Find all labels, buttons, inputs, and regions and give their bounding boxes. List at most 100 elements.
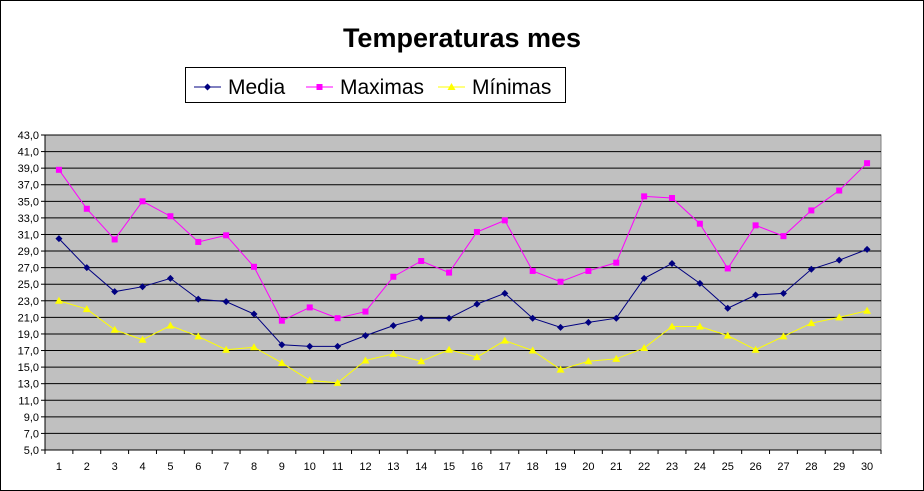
x-tick-label: 29 bbox=[833, 461, 845, 473]
data-point bbox=[529, 267, 536, 274]
data-point bbox=[751, 345, 760, 353]
data-point bbox=[835, 313, 844, 321]
data-point bbox=[835, 256, 843, 264]
data-point bbox=[780, 233, 787, 240]
data-point bbox=[333, 378, 342, 386]
data-point bbox=[641, 193, 648, 200]
y-tick-label: 17,0 bbox=[18, 346, 39, 358]
data-point bbox=[111, 288, 119, 296]
y-tick-label: 25,0 bbox=[18, 279, 39, 291]
data-point bbox=[417, 314, 425, 322]
series-line-2 bbox=[58, 300, 868, 384]
data-point bbox=[334, 315, 341, 322]
data-point bbox=[166, 321, 175, 329]
data-point bbox=[613, 259, 620, 266]
legend-label: Maximas bbox=[340, 76, 424, 99]
y-tick-label: 19,0 bbox=[18, 329, 39, 341]
data-point bbox=[417, 357, 426, 365]
data-point bbox=[501, 289, 509, 297]
data-point bbox=[250, 343, 258, 351]
y-tick-label: 5,0 bbox=[24, 445, 39, 457]
data-point bbox=[138, 335, 147, 343]
data-point bbox=[752, 222, 759, 229]
data-point bbox=[305, 376, 314, 384]
data-point bbox=[55, 235, 63, 243]
data-point bbox=[361, 356, 370, 364]
y-tick-label: 21,0 bbox=[18, 312, 39, 324]
data-point bbox=[500, 336, 509, 344]
data-point bbox=[668, 322, 676, 330]
data-point bbox=[612, 314, 620, 322]
data-point bbox=[696, 220, 703, 227]
x-tick-label: 21 bbox=[610, 461, 622, 473]
data-point bbox=[83, 264, 91, 272]
data-point bbox=[250, 310, 258, 318]
data-point bbox=[473, 300, 481, 308]
x-tick-label: 2 bbox=[84, 461, 90, 473]
data-point bbox=[779, 332, 788, 340]
data-point bbox=[445, 314, 453, 322]
data-point bbox=[389, 349, 398, 357]
data-point bbox=[362, 308, 369, 315]
x-tick-label: 6 bbox=[195, 461, 201, 473]
y-tick-label: 39,0 bbox=[18, 163, 39, 175]
data-point bbox=[334, 342, 342, 350]
legend-label: Mínimas bbox=[472, 76, 551, 99]
data-point bbox=[807, 265, 815, 273]
data-point bbox=[473, 228, 480, 235]
x-tick-label: 4 bbox=[139, 461, 145, 473]
data-point bbox=[54, 296, 63, 304]
data-point bbox=[222, 298, 230, 306]
x-tick-label: 17 bbox=[499, 461, 511, 473]
y-tick-label: 9,0 bbox=[24, 412, 39, 424]
data-point bbox=[863, 245, 871, 253]
data-point bbox=[640, 344, 649, 352]
data-point bbox=[222, 345, 231, 353]
data-point bbox=[194, 332, 203, 340]
x-tick-label: 1 bbox=[56, 461, 62, 473]
data-point bbox=[836, 187, 843, 194]
data-point bbox=[752, 291, 760, 299]
data-point bbox=[277, 358, 286, 366]
y-tick-label: 33,0 bbox=[18, 213, 39, 225]
data-point bbox=[585, 267, 592, 274]
data-point bbox=[501, 217, 508, 224]
y-tick-label: 11,0 bbox=[18, 395, 39, 407]
data-point bbox=[556, 365, 565, 373]
data-point bbox=[418, 258, 425, 264]
data-point bbox=[361, 332, 369, 340]
data-point bbox=[445, 345, 454, 353]
data-point bbox=[472, 353, 481, 361]
data-point bbox=[696, 279, 704, 287]
y-tick-label: 29,0 bbox=[18, 246, 39, 258]
x-tick-label: 8 bbox=[251, 461, 257, 473]
legend bbox=[185, 67, 566, 103]
data-point bbox=[864, 160, 871, 167]
x-tick-label: 5 bbox=[167, 461, 173, 473]
x-tick-label: 11 bbox=[332, 461, 343, 473]
data-point bbox=[389, 322, 397, 330]
data-point bbox=[306, 304, 313, 311]
data-point bbox=[446, 269, 453, 276]
data-point bbox=[167, 213, 174, 220]
legend-swatch-marker bbox=[316, 84, 323, 90]
y-tick-label: 41,0 bbox=[18, 147, 39, 159]
series-line-0 bbox=[58, 238, 868, 347]
x-tick-label: 30 bbox=[861, 461, 873, 473]
x-tick-label: 13 bbox=[387, 461, 399, 473]
y-tick-label: 15,0 bbox=[18, 362, 39, 374]
data-point bbox=[808, 207, 815, 214]
y-tick-label: 35,0 bbox=[18, 196, 39, 208]
data-point bbox=[640, 274, 648, 282]
series-line-1 bbox=[58, 162, 868, 322]
y-tick-label: 23,0 bbox=[18, 296, 39, 308]
data-point bbox=[695, 322, 704, 330]
data-point bbox=[612, 354, 621, 362]
x-tick-label: 16 bbox=[471, 461, 483, 473]
data-point bbox=[166, 274, 174, 282]
data-point bbox=[194, 295, 202, 303]
x-tick-label: 7 bbox=[223, 461, 229, 473]
data-point bbox=[779, 289, 787, 297]
